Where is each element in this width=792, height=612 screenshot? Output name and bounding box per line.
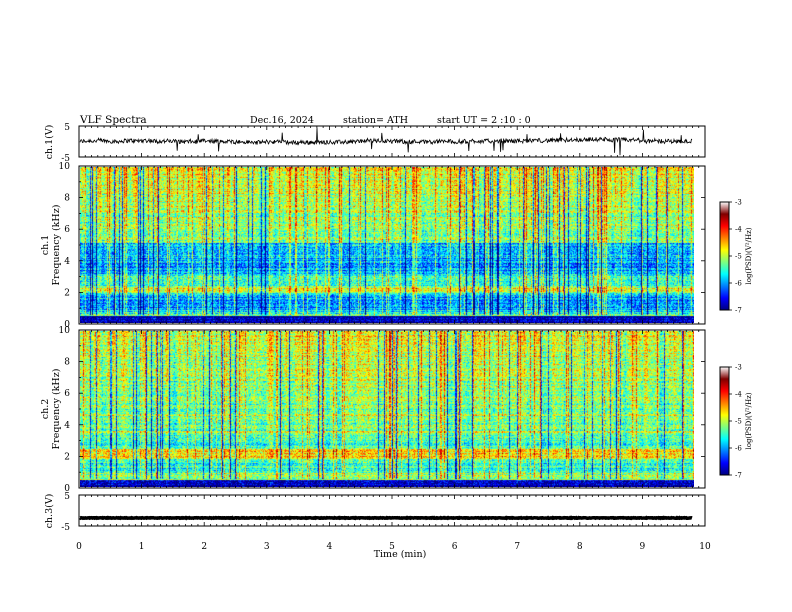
ytick-label: 10 (59, 326, 71, 336)
ch2-spectrogram-ylabel-line1: ch.2 (40, 399, 51, 420)
ch1-spectrogram-ylabel-line2: Frequency (kHz) (51, 205, 62, 286)
xtick-label: 10 (699, 542, 711, 552)
time-axis-label: Time (min) (374, 549, 427, 560)
ch3-ytick-5: 5 (64, 492, 70, 502)
ytick-label: 8 (64, 194, 70, 204)
colorbar-tick-label: -5 (735, 253, 742, 261)
time-axis: 0 1 2 3 4 5 6 7 8 9 10 (76, 126, 711, 552)
ch1-waveform-line (79, 127, 693, 156)
ch2-colorbar-gradient (720, 367, 729, 475)
colorbar-tick-label: -4 (735, 226, 742, 234)
ch1-spectrogram-image (80, 167, 694, 323)
xtick-label: 5 (389, 542, 395, 552)
xtick-label: 2 (201, 542, 207, 552)
ch1-colorbar-gradient-holder (720, 202, 729, 310)
ch3-waveform-line (79, 515, 693, 521)
ytick-label: 6 (64, 225, 70, 235)
colorbar-tick-label: -4 (735, 391, 742, 399)
figure-title: VLF Spectra (79, 114, 147, 126)
ytick-label: 2 (64, 288, 70, 298)
ch1-spectrogram-ylabel-line1: ch.1 (40, 235, 51, 256)
ch2-spectrogram-image (80, 331, 694, 487)
ch2-spectrogram-image-holder (80, 331, 694, 487)
ytick-label: 0 (64, 484, 70, 494)
colorbar-tick-label: -3 (735, 199, 742, 207)
header-date: Dec.16, 2024 (250, 115, 314, 126)
xtick-label: 3 (264, 542, 270, 552)
ch1-colorbar-label: log(PSD)(V²/Hz) (745, 227, 753, 284)
ch2-colorbar-label: log(PSD)(V²/Hz) (745, 392, 753, 449)
ch2-colorbar-gradient-holder (720, 367, 729, 475)
xtick-label: 9 (640, 542, 646, 552)
ytick-label: 4 (64, 421, 70, 431)
ch3-ytick-neg5: -5 (61, 523, 70, 533)
header-station: station= ATH (343, 115, 408, 126)
ch1-spectrogram-image-holder (80, 167, 694, 323)
ch2-spectrogram-panel: 0 2 4 6 8 10 ch.2 Frequency (kHz) (40, 326, 706, 494)
colorbar-tick-label: -3 (735, 364, 742, 372)
ytick-label: 6 (64, 389, 70, 399)
xtick-label: 4 (327, 542, 333, 552)
ytick-label: 10 (59, 162, 71, 172)
ch3-waveform-panel: 5 -5 ch.3(V) (44, 492, 706, 533)
colorbar-tick-label: -6 (735, 280, 742, 288)
xtick-label: 6 (452, 542, 458, 552)
ytick-label: 8 (64, 358, 70, 368)
ch1-spectrogram-panel: 0 2 4 6 8 10 ch.1 Frequency (kHz) (40, 162, 706, 330)
colorbar-tick-label: -6 (735, 445, 742, 453)
ytick-label: 2 (64, 452, 70, 462)
ch1-ytick-5: 5 (64, 123, 70, 133)
colorbar-tick-label: -7 (735, 307, 742, 315)
colorbar-tick-label: -7 (735, 472, 742, 480)
ch3-waveform-frame (78, 494, 706, 527)
ytick-label: 4 (64, 257, 70, 267)
ch1-colorbar-gradient (720, 202, 729, 310)
xtick-label: 1 (139, 542, 145, 552)
ch3-waveform-ylabel: ch.3(V) (44, 494, 55, 529)
header-start-time: start UT = 2 :10 : 0 (437, 115, 531, 126)
ch2-spectrogram-ylabel-line2: Frequency (kHz) (51, 369, 62, 450)
ytick-label: 0 (64, 320, 70, 330)
ch1-colorbar: -3 -4 -5 -6 -7 log(PSD)(V²/Hz) (719, 199, 753, 315)
ch2-colorbar: -3 -4 -5 -6 -7 log(PSD)(V²/Hz) (719, 364, 753, 480)
ch1-waveform-panel: 5 -5 ch.1(V) (44, 123, 706, 164)
ch1-waveform-ylabel: ch.1(V) (44, 125, 55, 160)
xtick-label: 0 (76, 542, 82, 552)
ch1-ytick-neg5: -5 (61, 154, 70, 164)
colorbar-tick-label: -5 (735, 418, 742, 426)
xtick-label: 8 (577, 542, 583, 552)
xtick-label: 7 (514, 542, 520, 552)
